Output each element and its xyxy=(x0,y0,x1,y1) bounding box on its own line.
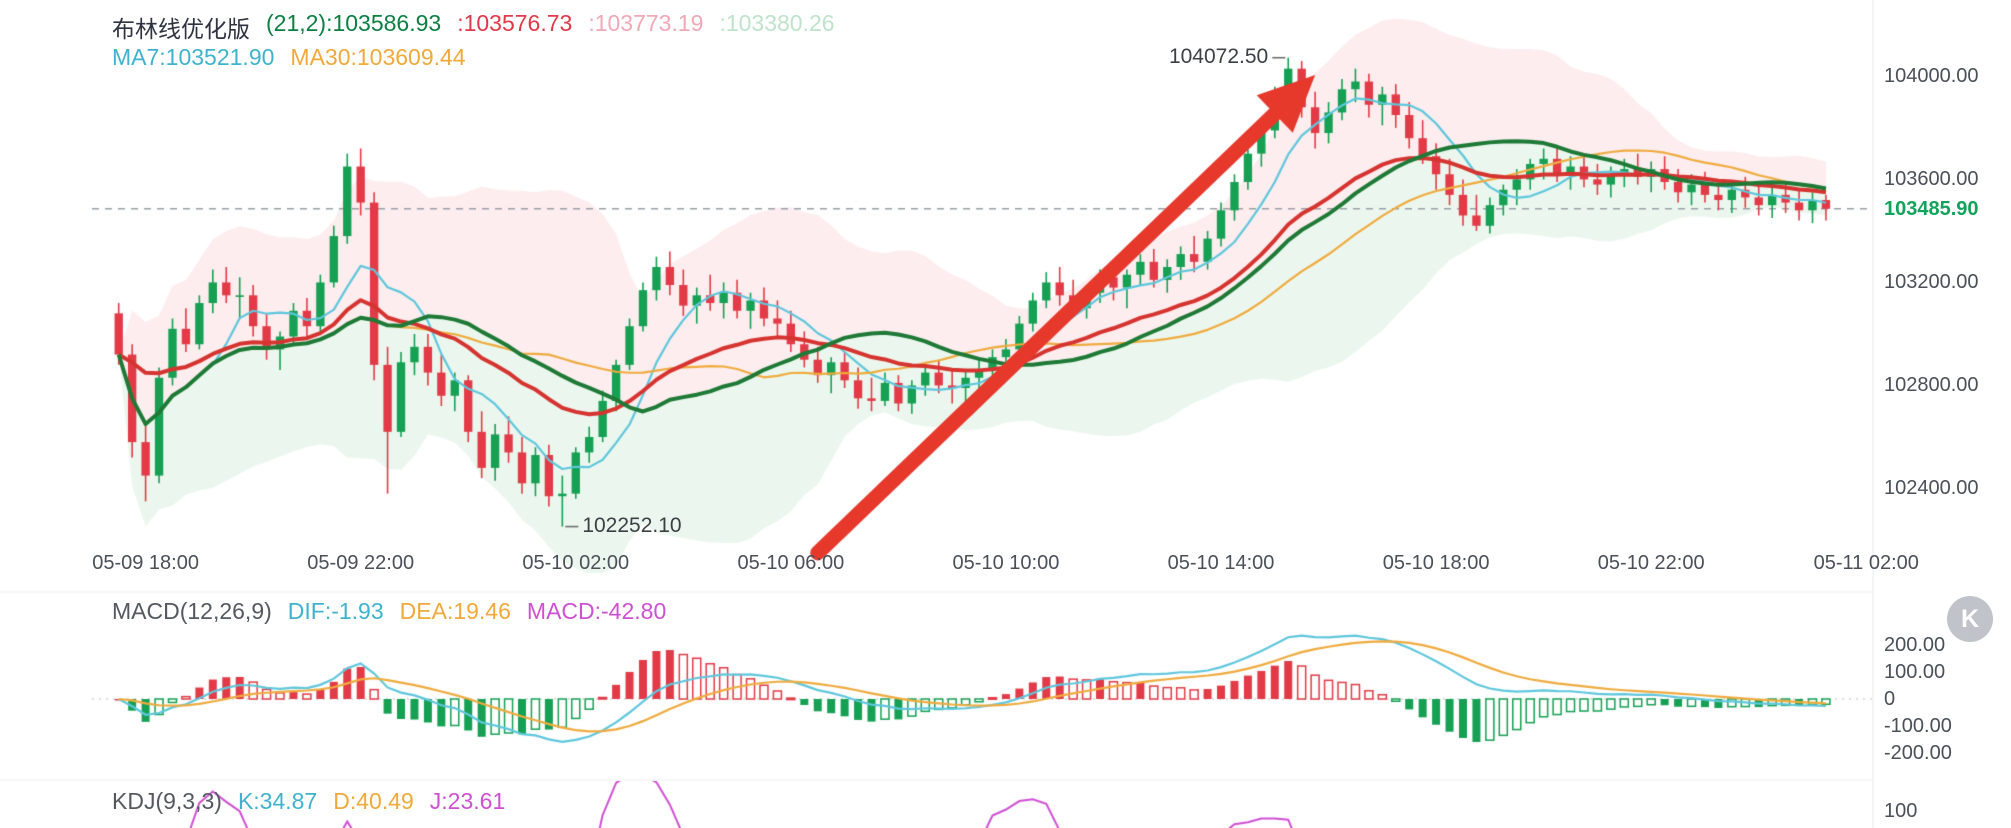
kline-mode-button[interactable]: K xyxy=(1947,596,1993,642)
